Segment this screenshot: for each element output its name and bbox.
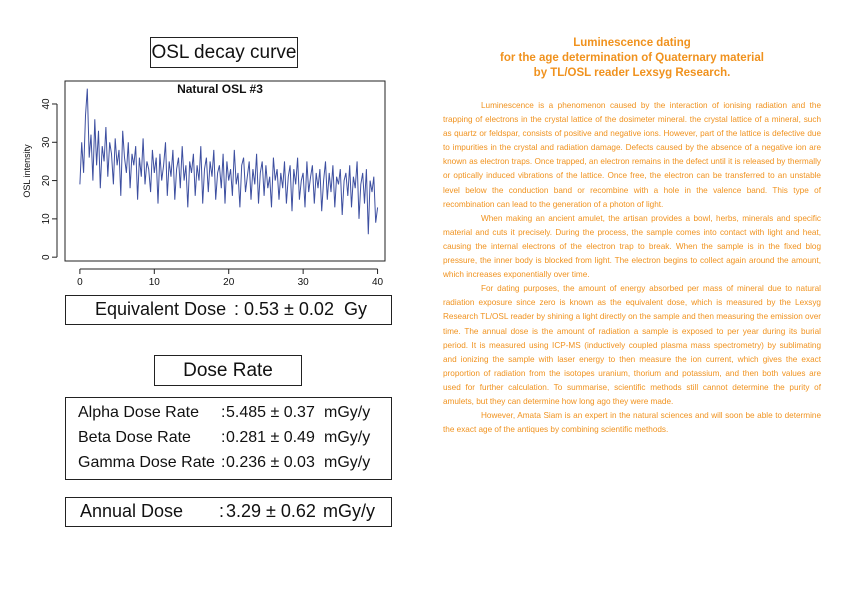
y-axis-label: OSL intensity — [22, 144, 32, 198]
document-paragraph: When making an ancient amulet, the artis… — [443, 213, 821, 280]
gamma-dose-row: Gamma Dose Rate : 0.236 ± 0.03 mGy/y — [66, 454, 391, 476]
y-tick-label: 0 — [41, 254, 52, 260]
annual-dose-label: Annual Dose — [80, 501, 184, 521]
document-column: Luminescence dating for the age determin… — [443, 36, 821, 437]
document-title-line: Luminescence dating — [573, 37, 691, 49]
alpha-dose-colon: : — [221, 404, 226, 421]
equivalent-dose-label: Equivalent Dose — [95, 299, 227, 319]
y-tick-label: 10 — [41, 213, 52, 225]
annual-dose-value: 3.29 ± 0.62 — [226, 501, 316, 521]
plot-frame — [64, 80, 386, 262]
gamma-dose-value: 0.236 ± 0.03 — [226, 454, 315, 471]
document-title-line: by TL/OSL reader Lexsyg Research. — [533, 67, 731, 79]
alpha-dose-row: Alpha Dose Rate : 5.485 ± 0.37 mGy/y — [66, 404, 391, 426]
dose-rate-title-text: Dose Rate — [183, 359, 273, 381]
gamma-dose-label: Gamma Dose Rate — [78, 454, 215, 471]
x-tick-label: 20 — [223, 277, 235, 288]
document-title: Luminescence dating for the age determin… — [443, 36, 821, 81]
beta-dose-colon: : — [221, 429, 226, 446]
equivalent-dose-unit: Gy — [343, 299, 367, 319]
x-tick-label: 40 — [372, 277, 384, 288]
y-tick-label: 40 — [41, 98, 52, 110]
document-title-line: for the age determination of Quaternary … — [500, 52, 764, 64]
beta-dose-label: Beta Dose Rate — [78, 429, 191, 446]
annual-dose-box: Annual Dose : 3.29 ± 0.62 mGy/y — [65, 497, 392, 527]
beta-dose-value: 0.281 ± 0.49 — [226, 429, 315, 446]
beta-dose-unit: mGy/y — [324, 429, 371, 446]
y-tick-label: 30 — [41, 136, 52, 148]
series-line — [79, 88, 379, 235]
chart-title: Natural OSL #3 — [177, 82, 263, 96]
document-paragraph: Luminescence is a phenomenon caused by t… — [443, 101, 821, 209]
chart-box-title: OSL decay curve — [150, 37, 298, 68]
beta-dose-row: Beta Dose Rate : 0.281 ± 0.49 mGy/y — [66, 429, 391, 451]
equivalent-dose-value: : 0.53 ± 0.02 Gy — [234, 299, 367, 319]
dose-rates-box: Alpha Dose Rate : 5.485 ± 0.37 mGy/y Bet… — [65, 397, 392, 480]
gamma-dose-colon: : — [221, 454, 226, 471]
document-paragraph: However, Amata Siam is an expert in the … — [443, 411, 821, 435]
gamma-dose-unit: mGy/y — [324, 454, 371, 471]
y-tick-label: 20 — [41, 175, 52, 187]
annual-dose-colon: : — [219, 501, 225, 521]
alpha-dose-value: 5.485 ± 0.37 — [226, 404, 315, 421]
document-paragraph: For dating purposes, the amount of energ… — [443, 284, 821, 406]
chart-box-title-text: OSL decay curve — [151, 41, 297, 63]
x-tick-label: 10 — [149, 277, 161, 288]
annual-dose-unit: mGy/y — [323, 501, 375, 521]
dose-rate-title-box: Dose Rate — [154, 355, 302, 386]
alpha-dose-label: Alpha Dose Rate — [78, 404, 199, 421]
equivalent-dose-box: Equivalent Dose : 0.53 ± 0.02 Gy — [65, 295, 392, 325]
alpha-dose-unit: mGy/y — [324, 404, 371, 421]
x-tick-label: 30 — [298, 277, 310, 288]
x-tick-label: 0 — [77, 277, 83, 288]
